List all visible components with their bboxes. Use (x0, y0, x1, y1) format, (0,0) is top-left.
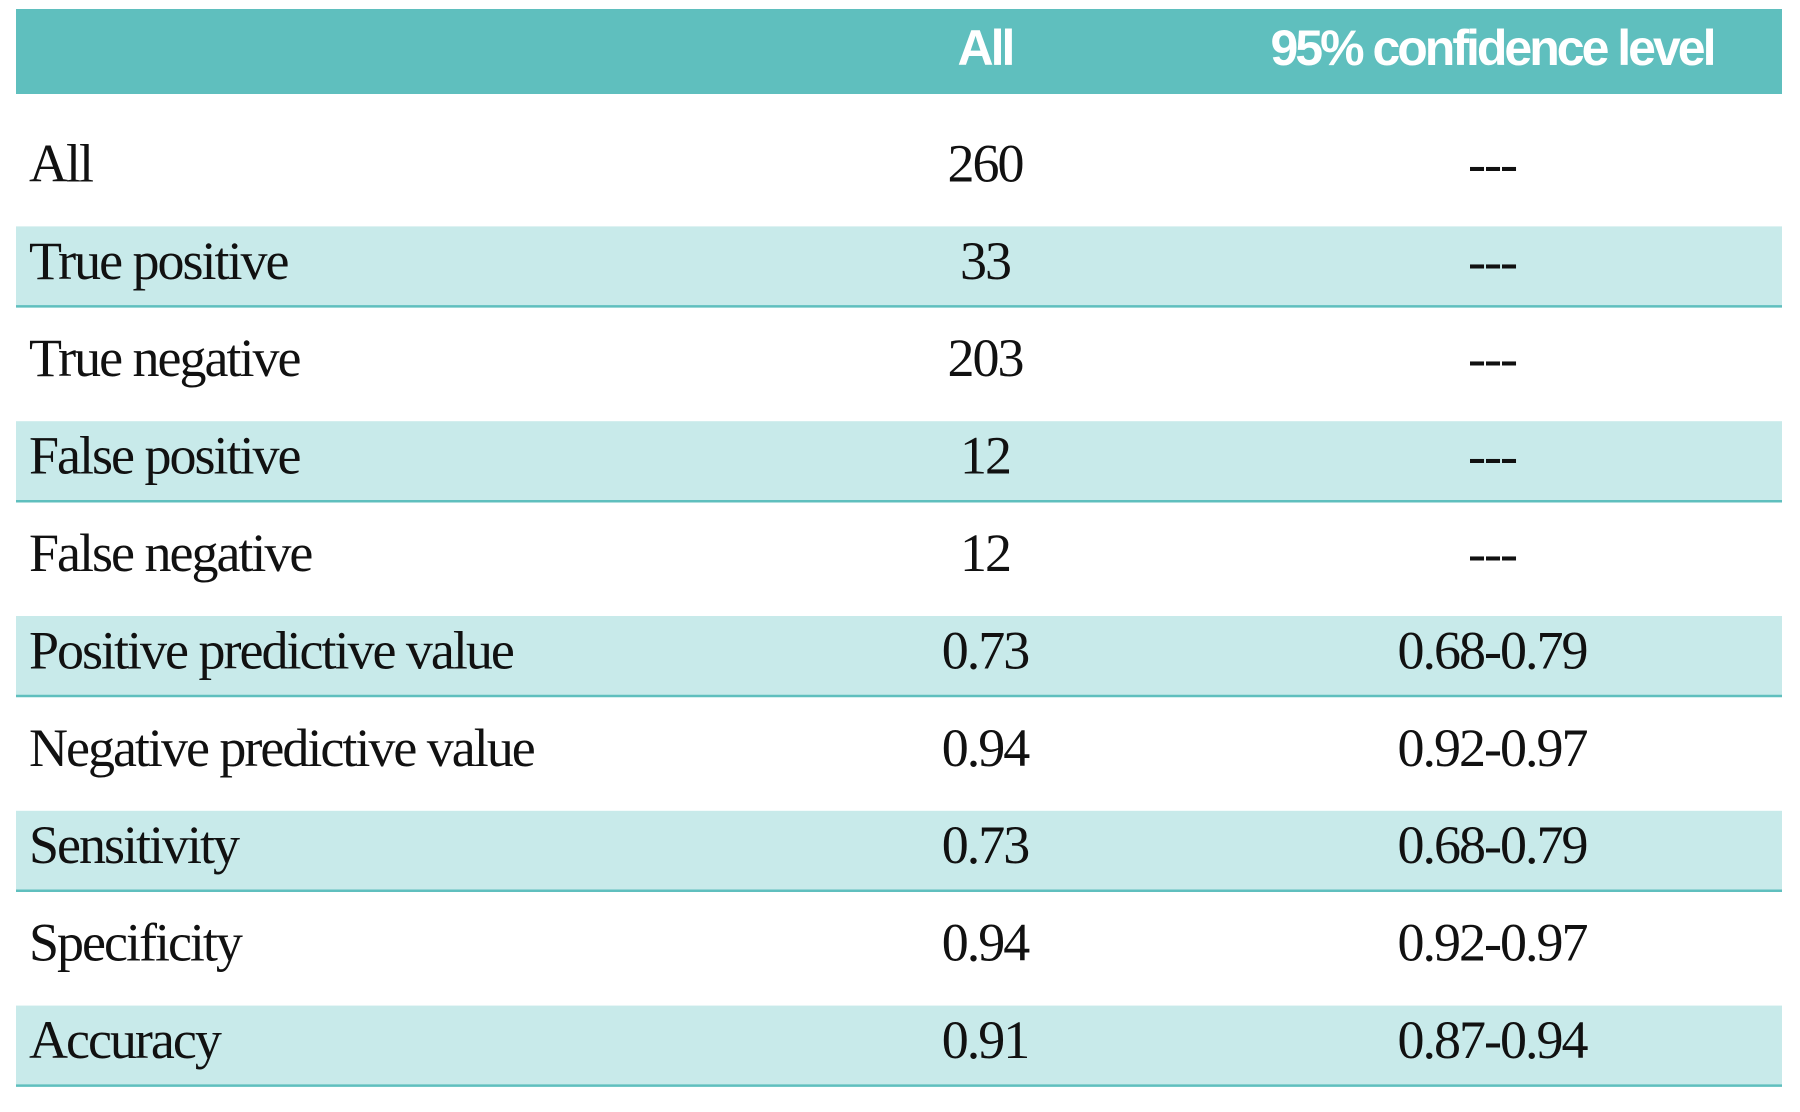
cell-value: 0.91 (942, 1010, 1029, 1070)
row-band (16, 1005, 1782, 1086)
cell-value: 203 (948, 328, 1023, 388)
cell-value: 0.73 (942, 620, 1029, 680)
row-label: Accuracy (29, 1010, 222, 1070)
cell-value: --- (1468, 523, 1517, 583)
row-label: Negative predictive value (29, 718, 535, 778)
cell-value: 0.73 (942, 815, 1029, 875)
row-band (16, 810, 1782, 891)
row-label: All (29, 133, 93, 193)
row-band (16, 421, 1782, 502)
header-band (16, 9, 1782, 94)
row-band (16, 616, 1782, 696)
cell-value: --- (1468, 328, 1517, 388)
cell-value: 12 (960, 523, 1010, 583)
column-header: 95% confidence level (1270, 20, 1713, 76)
row-band (16, 226, 1782, 307)
cell-value: --- (1468, 231, 1517, 291)
cell-value: 0.94 (942, 913, 1031, 973)
cell-value: 260 (948, 133, 1023, 193)
cell-value: 0.87-0.94 (1398, 1010, 1589, 1070)
cell-value: --- (1468, 133, 1517, 193)
row-label: False positive (29, 426, 301, 486)
cell-value: 0.92-0.97 (1398, 913, 1588, 973)
row-label: Sensitivity (29, 815, 240, 875)
cell-value: 0.68-0.79 (1398, 815, 1587, 875)
row-label: False negative (29, 523, 312, 583)
row-label: Specificity (29, 913, 243, 973)
cell-value: 33 (960, 231, 1010, 291)
row-label: True negative (29, 328, 300, 388)
cell-value: --- (1468, 426, 1517, 486)
cell-value: 0.92-0.97 (1398, 718, 1588, 778)
column-header: All (958, 20, 1013, 76)
row-label: True positive (29, 231, 289, 291)
cell-value: 0.94 (942, 718, 1031, 778)
cell-value: 12 (960, 426, 1010, 486)
cell-value: 0.68-0.79 (1398, 620, 1587, 680)
row-label: Positive predictive value (29, 620, 514, 680)
